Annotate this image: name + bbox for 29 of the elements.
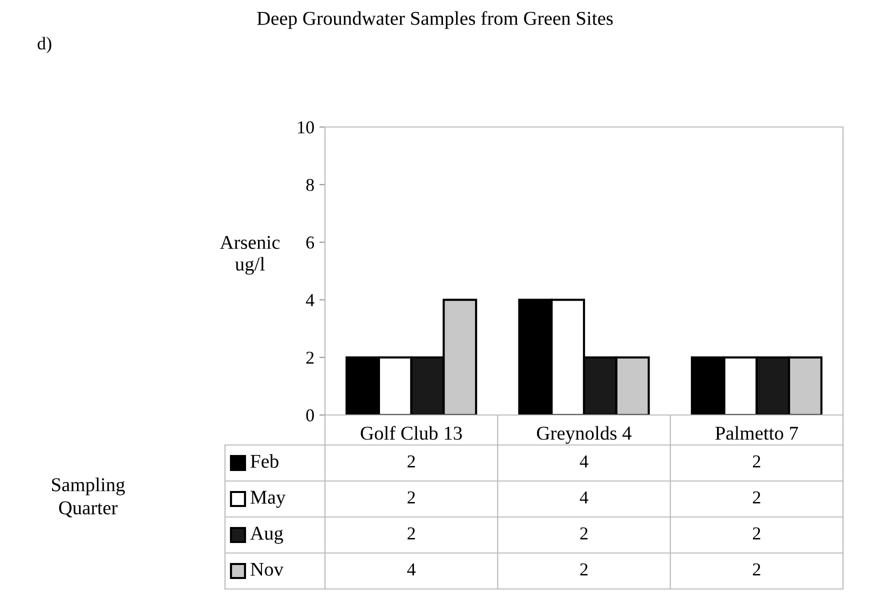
y-tick-label: 6: [306, 236, 314, 249]
data-label: 2: [408, 491, 415, 504]
data-label: 2: [752, 527, 760, 540]
legend-label: Feb: [250, 454, 278, 468]
x-tick-label: Palmetto 7: [715, 426, 798, 440]
data-label: 2: [580, 563, 588, 576]
data-label: 2: [752, 455, 760, 468]
text: d): [38, 36, 52, 54]
x-tick-label: Greynolds 4: [537, 426, 632, 444]
y-tick-label: 2: [306, 352, 314, 364]
chart-title: Deep Groundwater Samples from Green Sites: [257, 11, 613, 29]
data-label: 2: [408, 527, 415, 540]
y-tick-label: 8: [306, 178, 314, 192]
y-axis-title: Arsenic ug/l: [220, 236, 280, 275]
y-tick-label: 0: [306, 409, 314, 422]
legend-title: Sampling Quarter: [52, 478, 125, 518]
legend-label: Aug: [250, 526, 284, 544]
y-tick-label: 4: [306, 294, 314, 306]
data-label: 2: [580, 527, 588, 540]
data-label: 2: [752, 491, 760, 504]
data-label: 4: [407, 563, 416, 576]
data-label: 4: [580, 455, 588, 468]
legend-label: Nov: [250, 562, 284, 576]
x-tick-label: Golf Club 13: [360, 426, 462, 440]
data-label: 2: [408, 455, 415, 468]
data-label: 4: [580, 491, 588, 504]
data-label: 2: [752, 563, 760, 576]
y-tick-label: 10: [298, 121, 314, 134]
legend-label: May: [250, 490, 286, 508]
